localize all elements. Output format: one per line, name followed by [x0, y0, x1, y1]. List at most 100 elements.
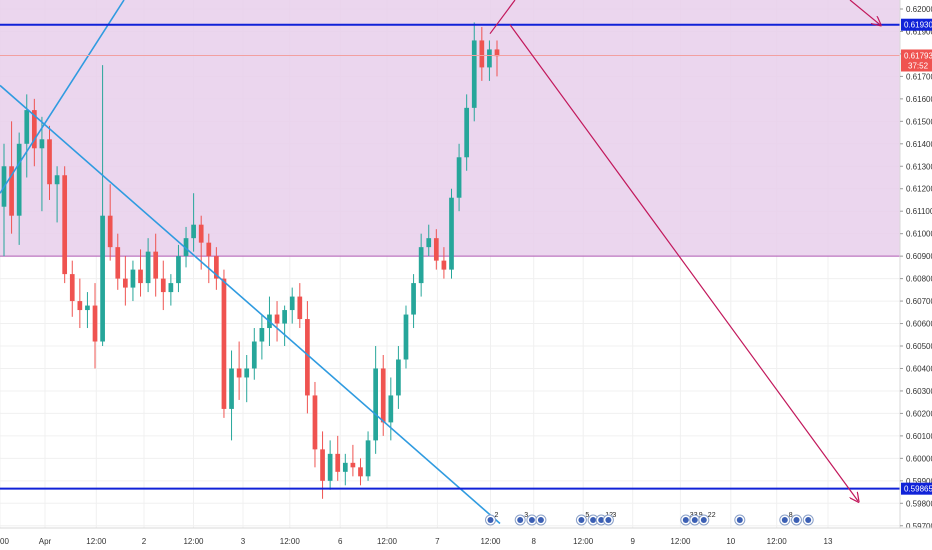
- candle-body: [130, 269, 136, 288]
- candle-body: [411, 283, 416, 315]
- time-axis: [0, 528, 932, 550]
- candle-body: [206, 242, 212, 257]
- candle-body: [92, 305, 98, 342]
- candle-body: [160, 278, 166, 293]
- candle-body: [297, 296, 303, 320]
- event-flag-icon-center: [517, 517, 524, 523]
- candle-body: [168, 283, 174, 293]
- time-tick-label: Apr: [39, 537, 52, 546]
- candle-body: [259, 328, 265, 342]
- time-tick-label: 2: [142, 537, 147, 546]
- candle-body: [289, 296, 295, 311]
- event-flag-icon-center: [805, 517, 812, 523]
- time-tick-label: 12:00: [480, 537, 501, 546]
- candle-body: [433, 238, 439, 261]
- candle-body: [327, 453, 333, 481]
- candle-body: [479, 40, 485, 68]
- candle-body: [350, 462, 356, 468]
- event-count: 2: [495, 512, 499, 519]
- event-flag-icon-center: [590, 517, 597, 523]
- candle-body: [100, 215, 105, 342]
- candle-body: [214, 256, 219, 279]
- candle-body: [16, 143, 22, 216]
- candle-body: [153, 251, 159, 279]
- candle-body: [342, 462, 348, 472]
- event-count: 22: [708, 512, 716, 519]
- projection-arrow-down: [509, 24, 858, 501]
- time-tick-label: 12:00: [280, 537, 301, 546]
- event-flag-icon-center: [487, 517, 494, 523]
- candle-body: [251, 341, 257, 369]
- event-flag-icon-center: [691, 517, 698, 523]
- countdown-label: 37:52: [908, 61, 929, 70]
- candle-body: [358, 467, 363, 477]
- time-tick-label: 9: [630, 537, 635, 546]
- candle-body: [138, 269, 143, 284]
- time-tick-label: 13: [824, 537, 833, 546]
- candle-body: [312, 395, 318, 450]
- candle-body: [449, 197, 454, 270]
- candle-body: [418, 247, 424, 284]
- candle-body: [335, 453, 341, 472]
- current-price-tag: [901, 49, 932, 72]
- event-flag-icon-center: [578, 517, 585, 523]
- price-level-tag-label: 0.61930: [904, 21, 932, 30]
- candle-body: [183, 238, 189, 257]
- event-count: 3: [612, 512, 616, 519]
- candle-body: [305, 319, 310, 396]
- event-count: 3: [524, 512, 528, 519]
- time-tick-label: 8: [531, 537, 536, 546]
- time-tick-label: 3: [241, 537, 246, 546]
- candle-body: [31, 110, 37, 149]
- candle-body: [221, 278, 227, 409]
- candle-body: [471, 40, 477, 108]
- projection-up-line: [489, 0, 516, 35]
- trendline-ascending: [0, 0, 125, 194]
- candle-body: [403, 314, 409, 360]
- time-tick-label: 12:00: [86, 537, 107, 546]
- candle-body: [85, 305, 90, 311]
- time-tick-label: 10: [726, 537, 735, 546]
- time-tick-label: 12:00: [377, 537, 398, 546]
- trendline-descending: [0, 84, 501, 525]
- current-price-label: 0.61793: [904, 51, 932, 60]
- candle-body: [487, 49, 492, 68]
- candle-body: [54, 175, 60, 185]
- candle-body: [456, 157, 462, 198]
- candle-body: [107, 215, 113, 248]
- event-flag-icon-center: [700, 517, 707, 523]
- candle-body: [69, 274, 75, 302]
- event-flag-icon-center: [598, 517, 605, 523]
- price-level-tag: [901, 18, 932, 31]
- price-axis: [900, 0, 932, 550]
- event-flag-icon-center: [781, 517, 788, 523]
- candle-body: [274, 314, 280, 324]
- event-count: 8: [789, 512, 793, 519]
- candle-body: [145, 251, 151, 284]
- candle-body: [388, 395, 394, 423]
- candle-body: [441, 260, 447, 270]
- candle-body: [77, 301, 83, 311]
- price-level-tag-label: 0.59865: [904, 485, 932, 494]
- candle-body: [191, 224, 196, 239]
- candle-body: [494, 49, 500, 57]
- event-flag-icon-center: [793, 517, 800, 523]
- candle-body: [123, 278, 128, 288]
